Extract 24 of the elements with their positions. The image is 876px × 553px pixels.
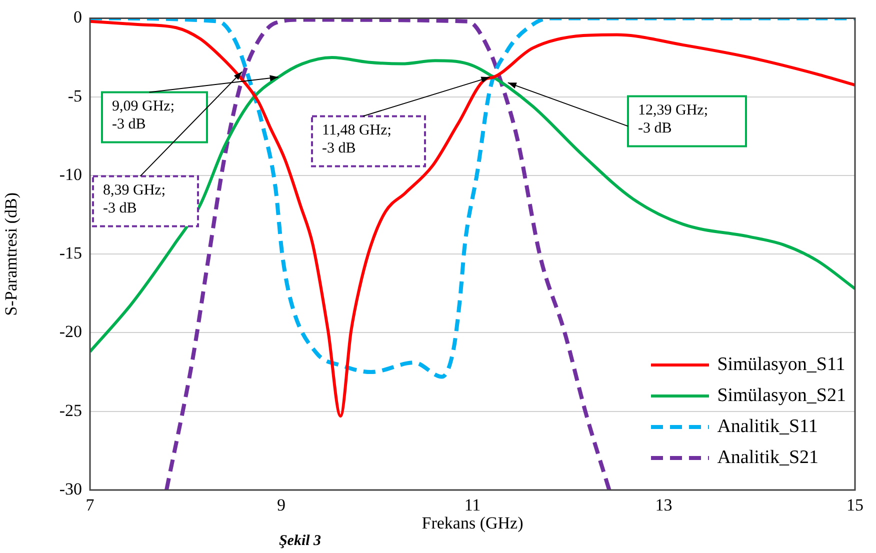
x-tick-label: 13 — [655, 496, 672, 515]
y-tick-label: 0 — [74, 8, 82, 27]
y-tick-label: -30 — [59, 479, 82, 498]
annotation: 9,09 GHz; -3 dB — [112, 98, 174, 133]
annotation: 8,39 GHz; -3 dB — [103, 182, 166, 217]
y-tick-label: -20 — [59, 322, 82, 342]
legend-label: Analitik_S11 — [717, 415, 818, 439]
annotation: 11,48 GHz; -3 dB — [322, 122, 392, 157]
line-series — [90, 56, 855, 354]
legend-label: Simülasyon_S11 — [717, 353, 846, 377]
x-tick-label: 15 — [846, 496, 864, 515]
legend-label: Analitik_S21 — [717, 446, 819, 470]
x-tick-label: 11 — [464, 496, 481, 515]
text: Şekil 3 — [278, 533, 322, 549]
y-axis-title: S-Paramtresi (dB) — [2, 192, 21, 316]
legend-label: Simülasyon_S21 — [717, 384, 846, 408]
x-tick-label: 9 — [277, 496, 286, 515]
y-tick-label: -10 — [59, 164, 82, 184]
y-tick-label: -25 — [59, 400, 82, 420]
x-axis-title: Frekans (GHz) — [422, 513, 524, 532]
x-tick-label: 7 — [86, 496, 95, 515]
y-tick-label: -5 — [68, 86, 82, 106]
y-tick-label: -15 — [59, 244, 82, 263]
annotation: 12,39 GHz; -3 dB — [638, 102, 708, 137]
